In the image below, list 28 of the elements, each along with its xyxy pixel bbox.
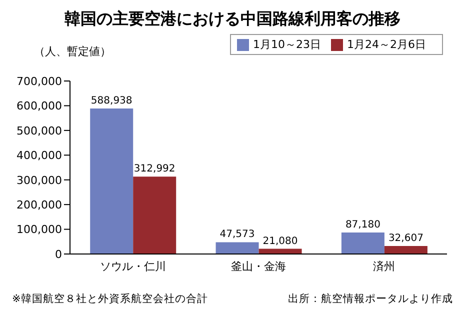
y-tick-label: 400,000 xyxy=(16,149,62,162)
bar xyxy=(133,176,176,254)
x-tick-label: ソウル・仁川 xyxy=(100,260,166,273)
y-tick-label: 200,000 xyxy=(16,198,62,212)
data-label: 312,992 xyxy=(134,164,176,175)
bar xyxy=(216,242,259,254)
y-tick-label: 300,000 xyxy=(16,174,62,187)
y-tick-label: 600,000 xyxy=(16,100,62,113)
legend-label: 1月10～23日 xyxy=(253,38,321,51)
text: ※韓国航空８社と外資系航空会社の合計 xyxy=(12,292,208,306)
x-tick-label: 釜山・金海 xyxy=(231,260,286,273)
data-label: 47,573 xyxy=(220,229,255,240)
y-tick-label: 100,000 xyxy=(16,223,62,236)
data-label: 588,938 xyxy=(90,95,132,106)
data-label: 21,080 xyxy=(262,236,298,247)
chart-title: 韓国の主要空港における中国路線利用客の推移 xyxy=(64,8,402,30)
bar xyxy=(90,108,134,254)
y-axis-title: （人、暫定値） xyxy=(34,44,111,59)
data-label: 32,607 xyxy=(388,232,424,244)
data-label: 87,180 xyxy=(345,219,380,230)
y-tick-label: 700,000 xyxy=(16,74,62,88)
bar xyxy=(341,232,384,254)
y-tick-label: 0 xyxy=(55,248,62,261)
y-tick-label: 500,000 xyxy=(16,124,62,138)
text: 出所：航空情報ポータルより作成 xyxy=(288,292,453,306)
legend-label: 1月24～2月6日 xyxy=(347,38,426,51)
x-tick-label: 済州 xyxy=(373,260,396,273)
bar xyxy=(384,246,428,254)
